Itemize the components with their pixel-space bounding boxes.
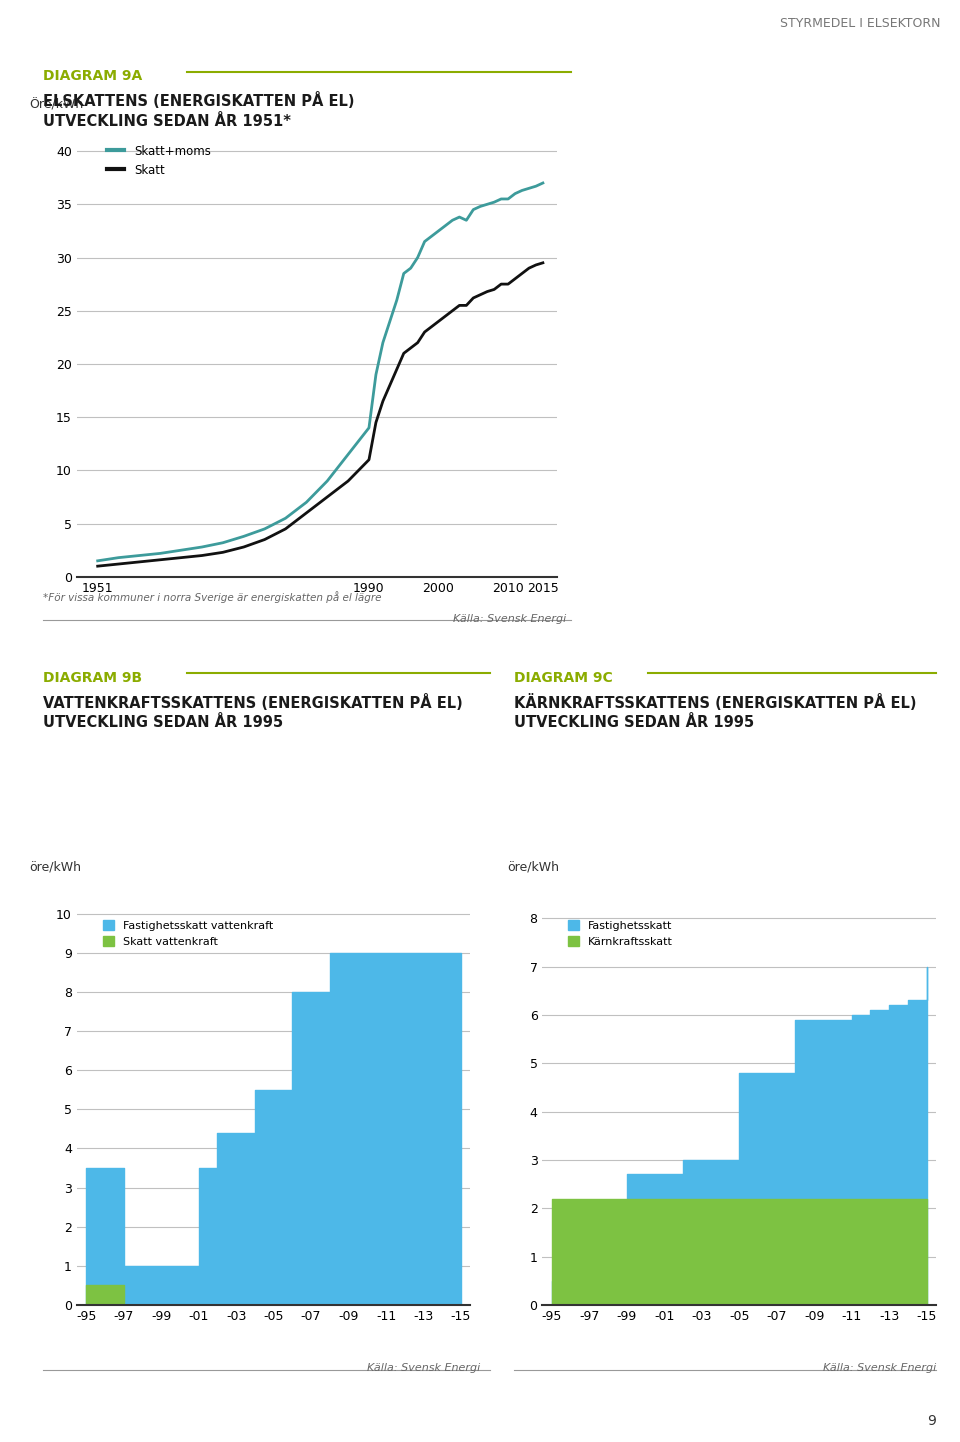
Text: Källa: Svensk Energi: Källa: Svensk Energi [823,1363,936,1373]
Text: KÄRNKRAFTSSKATTENS (ENERGISKATTEN PÅ EL): KÄRNKRAFTSSKATTENS (ENERGISKATTEN PÅ EL) [514,694,916,711]
Text: UTVECKLING SEDAN ÅR 1995: UTVECKLING SEDAN ÅR 1995 [43,715,283,730]
Text: VATTENKRAFTSSKATTENS (ENERGISKATTEN PÅ EL): VATTENKRAFTSSKATTENS (ENERGISKATTEN PÅ E… [43,694,463,711]
Text: öre/kWh: öre/kWh [30,861,82,874]
Text: Öre/kWh: Öre/kWh [29,99,84,112]
Legend: Skatt+moms, Skatt: Skatt+moms, Skatt [102,140,215,182]
Text: DIAGRAM 9A: DIAGRAM 9A [43,69,142,84]
Text: öre/kWh: öre/kWh [507,861,559,874]
Text: DIAGRAM 9C: DIAGRAM 9C [514,671,612,685]
Text: ELSKATTENS (ENERGISKATTEN PÅ EL): ELSKATTENS (ENERGISKATTEN PÅ EL) [43,92,354,110]
Text: UTVECKLING SEDAN ÅR 1995: UTVECKLING SEDAN ÅR 1995 [514,715,754,730]
Text: 9: 9 [927,1413,936,1428]
Text: Källa: Svensk Energi: Källa: Svensk Energi [367,1363,480,1373]
Legend: Fastighetsskatt, Kärnkraftsskatt: Fastighetsskatt, Kärnkraftsskatt [564,916,678,952]
Text: *För vissa kommuner i norra Sverige är energiskatten på el lägre: *För vissa kommuner i norra Sverige är e… [43,591,382,603]
Text: DIAGRAM 9B: DIAGRAM 9B [43,671,142,685]
Legend: Fastighetsskatt vattenkraft, Skatt vattenkraft: Fastighetsskatt vattenkraft, Skatt vatte… [98,916,277,952]
Text: STYRMEDEL I ELSEKTORN: STYRMEDEL I ELSEKTORN [780,17,941,30]
Text: Källa: Svensk Energi: Källa: Svensk Energi [453,614,566,624]
Text: UTVECKLING SEDAN ÅR 1951*: UTVECKLING SEDAN ÅR 1951* [43,114,291,128]
